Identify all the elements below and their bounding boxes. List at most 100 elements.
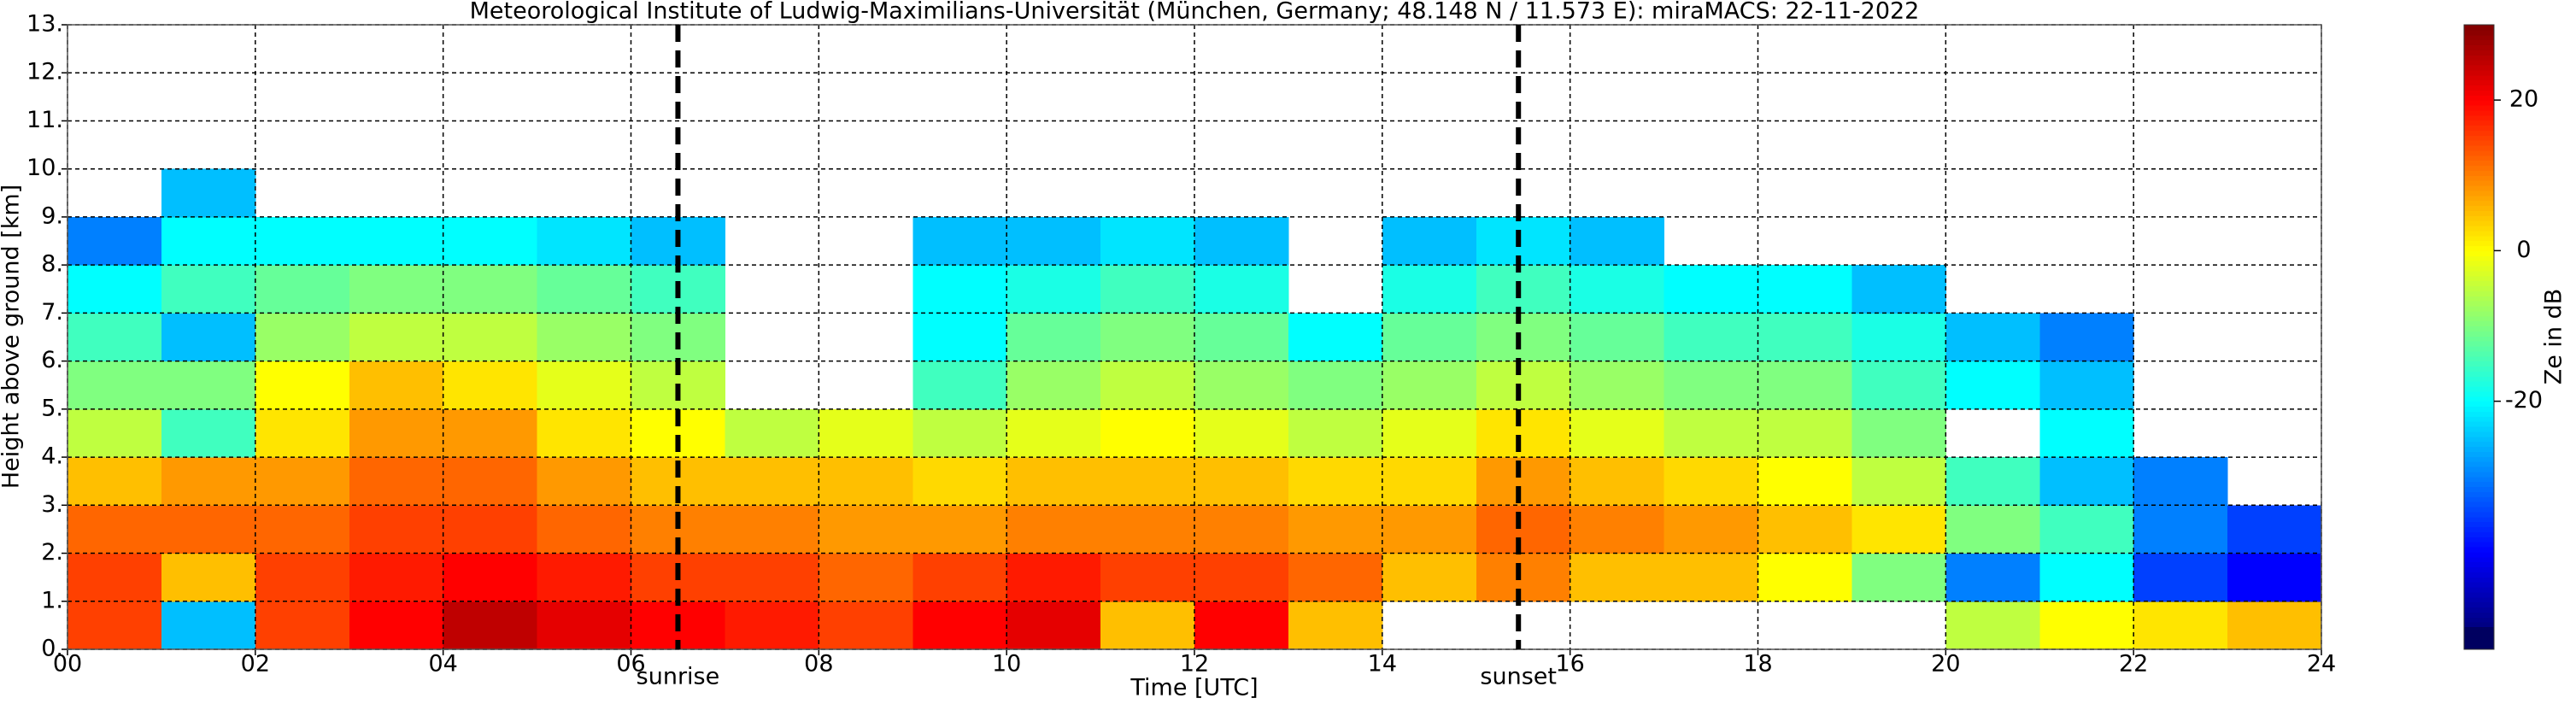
heatmap-cell bbox=[912, 361, 1007, 410]
heatmap-cell bbox=[2039, 361, 2134, 410]
y-tick-label: 1. bbox=[41, 587, 63, 613]
colorbar-segment bbox=[2464, 381, 2494, 387]
colorbar-segment bbox=[2464, 185, 2494, 191]
colorbar-segment bbox=[2464, 160, 2494, 166]
colorbar-segment bbox=[2464, 226, 2494, 232]
heatmap-cell bbox=[2039, 313, 2134, 362]
y-tick-label: 11. bbox=[26, 107, 63, 133]
colorbar-segment bbox=[2464, 90, 2494, 96]
heatmap-cell bbox=[1006, 361, 1101, 410]
colorbar-segment bbox=[2464, 44, 2494, 50]
heatmap-cell bbox=[1100, 408, 1195, 458]
colorbar-frame bbox=[2463, 24, 2495, 650]
colorbar-segment bbox=[2464, 466, 2494, 472]
heatmap-cell bbox=[1664, 457, 1758, 506]
heatmap-cell bbox=[1382, 265, 1477, 314]
colorbar-segment bbox=[2464, 396, 2494, 402]
heatmap-cell bbox=[161, 265, 256, 314]
colorbar-segment bbox=[2464, 165, 2494, 171]
colorbar-segment bbox=[2464, 491, 2494, 497]
colorbar-segment bbox=[2464, 401, 2494, 407]
y-tick-label: 9. bbox=[41, 202, 63, 229]
heatmap-cell bbox=[912, 553, 1007, 602]
heatmap-cell bbox=[912, 505, 1007, 554]
colorbar-segment bbox=[2464, 125, 2494, 131]
heatmap-cell bbox=[912, 216, 1007, 266]
colorbar-segment bbox=[2464, 542, 2494, 548]
y-tick-label: 8. bbox=[41, 251, 63, 278]
heatmap-cell bbox=[161, 553, 256, 602]
heatmap-cell bbox=[349, 216, 444, 266]
heatmap-cell bbox=[443, 216, 538, 266]
colorbar-segment bbox=[2464, 376, 2494, 382]
heatmap-cell bbox=[1006, 216, 1101, 266]
heatmap-cell bbox=[67, 216, 162, 266]
heatmap-cell bbox=[1757, 457, 1852, 506]
colorbar-segment bbox=[2464, 60, 2494, 66]
heatmap-cell bbox=[1288, 457, 1383, 506]
colorbar-segment bbox=[2464, 371, 2494, 377]
colorbar-segment bbox=[2464, 310, 2494, 317]
heatmap-cell bbox=[1570, 216, 1665, 266]
heatmap-cell bbox=[1194, 361, 1289, 410]
colorbar-segment bbox=[2464, 390, 2494, 397]
heatmap-cell bbox=[1476, 408, 1571, 458]
colorbar-segment bbox=[2464, 25, 2494, 31]
heatmap-cell bbox=[1570, 361, 1665, 410]
heatmap-cell bbox=[443, 505, 538, 554]
colorbar-segment bbox=[2464, 507, 2494, 513]
x-tick-label: 00 bbox=[53, 651, 82, 678]
x-tick-label: 04 bbox=[428, 651, 457, 678]
heatmap-cell bbox=[161, 168, 256, 218]
heatmap-cell bbox=[161, 361, 256, 410]
colorbar-segment bbox=[2464, 421, 2494, 427]
colorbar-segment bbox=[2464, 476, 2494, 483]
heatmap-cell bbox=[349, 505, 444, 554]
colorbar-segment bbox=[2464, 416, 2494, 422]
colorbar-segment bbox=[2464, 255, 2494, 261]
heatmap-cell bbox=[1476, 313, 1571, 362]
colorbar-segment bbox=[2464, 114, 2494, 121]
colorbar-label: Ze in dB bbox=[2541, 289, 2567, 385]
colorbar-segment bbox=[2464, 361, 2494, 367]
heatmap-cell bbox=[349, 457, 444, 506]
heatmap-cell bbox=[2133, 601, 2228, 650]
heatmap-cell bbox=[161, 408, 256, 458]
heatmap-cell bbox=[819, 457, 913, 506]
heatmap-cell bbox=[1194, 313, 1289, 362]
colorbar-segment bbox=[2464, 366, 2494, 372]
heatmap-cell bbox=[1851, 553, 1946, 602]
heatmap-cell bbox=[819, 408, 913, 458]
colorbar-segment bbox=[2464, 496, 2494, 502]
colorbar-segment bbox=[2464, 190, 2494, 197]
colorbar-segment bbox=[2464, 135, 2494, 141]
heatmap-cell bbox=[1851, 265, 1946, 314]
colorbar-segment bbox=[2464, 155, 2494, 161]
heatmap-cell bbox=[349, 601, 444, 650]
colorbar-segment bbox=[2464, 622, 2494, 628]
colorbar-segment bbox=[2464, 386, 2494, 392]
colorbar-segment bbox=[2464, 481, 2494, 487]
heatmap-cell bbox=[1570, 553, 1665, 602]
heatmap-cell bbox=[67, 457, 162, 506]
colorbar-segment bbox=[2464, 601, 2494, 607]
heatmap-cell bbox=[1476, 505, 1571, 554]
heatmap-cell bbox=[1476, 457, 1571, 506]
heatmap-cell bbox=[2133, 457, 2228, 506]
heatmap-cell bbox=[67, 313, 162, 362]
colorbar-segment bbox=[2464, 230, 2494, 237]
y-tick-label: 10. bbox=[26, 155, 63, 181]
heatmap-cell bbox=[1194, 408, 1289, 458]
plot-frame bbox=[67, 24, 2322, 650]
colorbar-segment bbox=[2464, 556, 2494, 563]
colorbar-segment bbox=[2464, 240, 2494, 246]
heatmap-cell bbox=[161, 601, 256, 650]
colorbar-under bbox=[2464, 627, 2494, 649]
colorbar-segment bbox=[2464, 296, 2494, 302]
y-tick-label: 2. bbox=[41, 539, 63, 566]
heatmap-cell bbox=[1006, 601, 1101, 650]
heatmap-cell bbox=[912, 601, 1007, 650]
heatmap-cell bbox=[1382, 553, 1477, 602]
colorbar-segment bbox=[2464, 290, 2494, 296]
heatmap-cell bbox=[1945, 505, 2040, 554]
